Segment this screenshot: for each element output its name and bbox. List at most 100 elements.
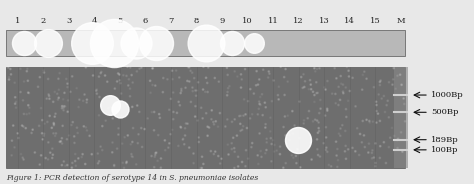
Point	[110, 42, 118, 45]
Point	[72, 153, 79, 155]
Point	[211, 77, 219, 79]
Point	[337, 75, 345, 77]
Point	[356, 153, 363, 156]
Point	[192, 94, 200, 97]
Point	[11, 146, 18, 149]
Point	[167, 97, 174, 100]
Point	[323, 107, 331, 110]
Point	[83, 98, 91, 101]
Point	[83, 101, 91, 104]
Point	[46, 151, 54, 154]
Point	[191, 105, 199, 108]
Point	[331, 67, 338, 70]
Point	[305, 110, 313, 113]
Point	[152, 153, 159, 156]
Point	[369, 120, 377, 123]
Point	[155, 134, 162, 137]
Point	[116, 73, 123, 76]
Point	[231, 167, 238, 169]
Point	[93, 92, 100, 95]
Point	[333, 77, 340, 80]
Point	[375, 93, 383, 96]
Point	[358, 141, 365, 144]
Text: 15: 15	[370, 17, 381, 25]
Point	[11, 96, 19, 99]
Point	[184, 66, 192, 69]
Point	[132, 163, 140, 166]
Point	[170, 110, 177, 113]
Point	[233, 134, 241, 137]
Point	[224, 87, 232, 90]
Point	[359, 73, 367, 76]
Point	[55, 96, 63, 99]
Point	[119, 74, 127, 77]
Point	[309, 90, 317, 93]
Point	[106, 104, 114, 107]
Point	[208, 109, 216, 112]
Point	[334, 165, 341, 168]
Point	[83, 129, 91, 132]
Point	[346, 89, 354, 92]
Point	[343, 116, 350, 118]
Point	[72, 160, 79, 162]
Point	[181, 134, 189, 137]
Point	[178, 87, 185, 90]
Point	[360, 134, 368, 137]
Point	[264, 76, 272, 79]
Point	[146, 79, 154, 82]
Point	[361, 70, 368, 73]
Point	[376, 119, 384, 122]
Point	[60, 106, 67, 109]
Point	[394, 147, 401, 150]
Point	[392, 87, 400, 90]
Point	[117, 82, 124, 85]
Point	[17, 153, 25, 155]
Point	[78, 155, 85, 158]
Text: 11: 11	[268, 17, 279, 25]
Text: 100Bp: 100Bp	[431, 146, 459, 154]
Point	[250, 92, 257, 95]
Point	[315, 127, 322, 130]
Point	[237, 86, 245, 89]
Point	[25, 91, 32, 94]
Point	[368, 151, 376, 154]
Point	[320, 142, 328, 145]
Point	[400, 97, 408, 100]
Point	[138, 146, 146, 148]
Point	[248, 142, 256, 145]
Point	[75, 106, 82, 109]
Point	[254, 83, 262, 86]
Point	[252, 84, 260, 87]
Point	[284, 80, 292, 83]
Point	[148, 155, 155, 158]
Point	[58, 137, 66, 140]
Point	[17, 91, 24, 93]
Point	[14, 132, 21, 135]
Point	[276, 153, 284, 156]
Point	[269, 139, 277, 142]
Point	[119, 161, 127, 164]
Point	[290, 156, 297, 159]
Point	[316, 155, 324, 158]
Point	[51, 134, 59, 137]
Point	[242, 113, 249, 116]
Point	[218, 157, 225, 160]
Point	[93, 88, 100, 91]
Point	[15, 137, 22, 139]
Point	[344, 99, 352, 102]
Point	[199, 117, 206, 120]
Point	[137, 127, 145, 130]
Point	[376, 84, 384, 86]
Point	[135, 133, 142, 136]
Point	[246, 88, 254, 91]
Bar	[394, 67, 408, 168]
Point	[315, 121, 322, 124]
Point	[94, 162, 102, 165]
Point	[38, 132, 46, 135]
Point	[314, 153, 322, 156]
Point	[202, 42, 210, 45]
Point	[262, 106, 270, 109]
Point	[74, 157, 82, 160]
Point	[394, 137, 402, 140]
Point	[259, 114, 266, 117]
